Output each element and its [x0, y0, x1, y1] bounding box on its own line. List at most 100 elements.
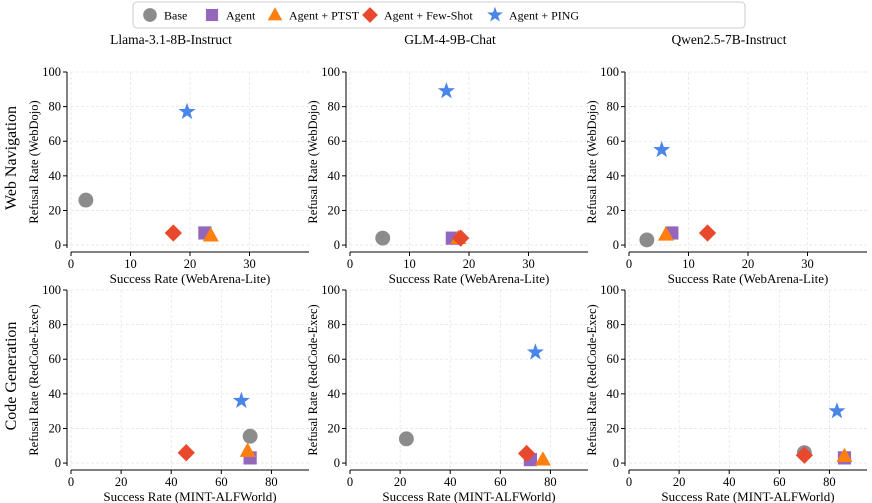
legend-entry-agent-ptst: Agent + PTST [267, 7, 360, 23]
row-title-web-navigation: Web Navigation [3, 106, 20, 210]
y-tick-label: 0 [613, 238, 619, 252]
legend-marker-circle [143, 8, 157, 22]
x-tick-label: 10 [403, 257, 416, 271]
gridlines [349, 71, 588, 252]
point-base [398, 431, 414, 447]
x-tick-label: 20 [394, 475, 407, 489]
gridlines [70, 71, 309, 252]
x-tick-label: 40 [444, 475, 457, 489]
point-agent-ping [178, 102, 196, 120]
y-tick-label: 40 [49, 169, 62, 183]
y-tick-label: 60 [607, 134, 620, 148]
gridlines [628, 71, 867, 252]
point-agent-few-shot [517, 444, 536, 463]
legend-label-agent-ptst: Agent + PTST [289, 9, 360, 23]
gridlines [628, 289, 867, 470]
y-tick-label: 60 [49, 134, 62, 148]
point-agent-few-shot [452, 229, 470, 247]
point-agent-ptst [836, 447, 853, 463]
y-tick-label: 80 [328, 100, 341, 114]
y-tick-label: 100 [321, 65, 340, 79]
legend-label-agent-ping: Agent + PING [509, 9, 579, 23]
row-title-code-generation: Code Generation [3, 322, 20, 431]
legend-label-base: Base [164, 9, 187, 23]
y-tick-label: 0 [55, 456, 61, 470]
y-axis-label: Refusal Rate (WebDojo) [27, 100, 41, 223]
y-tick-label: 20 [328, 421, 341, 435]
legend-entry-agent-ping: Agent + PING [487, 6, 579, 23]
y-tick-label: 40 [607, 387, 620, 401]
point-base [242, 428, 258, 444]
x-tick-label: 0 [347, 257, 353, 271]
x-tick-label: 10 [124, 257, 137, 271]
point-base [639, 232, 655, 248]
x-tick-label: 0 [626, 475, 632, 489]
point-agent-few-shot [164, 224, 182, 242]
x-tick-label: 80 [544, 475, 557, 489]
y-axis-label: Refusal Rate (WebDojo) [306, 100, 320, 223]
y-tick-label: 40 [49, 387, 62, 401]
legend-marker-star [487, 6, 503, 22]
legend-label-agent: Agent [226, 9, 256, 23]
y-axis-label: Refusal Rate (RedCode-Exec) [27, 304, 41, 455]
panel-r1-c0: 0 20 40 60 80 0 20 40 60 80 100 Success Rate (MINT-… [27, 283, 309, 503]
legend-frame [132, 1, 746, 29]
x-tick-label: 10 [682, 257, 695, 271]
y-tick-label: 80 [328, 318, 341, 332]
y-tick-label: 0 [334, 238, 340, 252]
legend-entry-base: Base [143, 8, 187, 23]
y-tick-label: 80 [49, 100, 62, 114]
y-tick-label: 20 [49, 421, 62, 435]
y-tick-label: 40 [607, 169, 620, 183]
legend-marker-triangle [267, 7, 283, 21]
point-agent-few-shot [795, 446, 814, 464]
x-tick-label: 20 [184, 257, 197, 271]
panel-r1-c2: 0 20 40 60 80 0 20 40 60 80 100 Success Rate (MINT-… [585, 283, 867, 503]
point-agent-few-shot [698, 224, 717, 242]
x-tick-label: 0 [68, 475, 74, 489]
x-tick-label: 0 [626, 257, 632, 271]
y-tick-label: 100 [600, 283, 619, 297]
x-axis-label: Success Rate (MINT-ALFWorld) [661, 489, 834, 503]
y-tick-label: 40 [328, 169, 341, 183]
y-tick-label: 60 [49, 352, 62, 366]
point-base [375, 230, 391, 246]
y-tick-label: 0 [334, 456, 340, 470]
x-tick-label: 30 [243, 257, 256, 271]
x-tick-label: 0 [347, 475, 353, 489]
x-axis-label: Success Rate (WebArena-Lite) [668, 271, 829, 286]
y-tick-label: 20 [607, 203, 620, 217]
point-agent-few-shot [177, 444, 195, 462]
point-agent-ping [828, 402, 846, 419]
x-tick-label: 80 [265, 475, 278, 489]
y-tick-label: 60 [328, 134, 341, 148]
x-tick-label: 40 [165, 475, 178, 489]
point-agent-ptst [657, 226, 674, 241]
y-tick-label: 40 [328, 387, 341, 401]
point-agent-ping [437, 82, 455, 99]
x-axis-label: Success Rate (MINT-ALFWorld) [103, 489, 276, 503]
x-tick-label: 20 [742, 257, 755, 271]
column-title-glm: GLM-4-9B-Chat [404, 32, 496, 47]
x-axis-label: Success Rate (WebArena-Lite) [389, 271, 550, 286]
panel-r0-c0: 0 10 20 30 0 20 40 60 80 100 Success Rate (WebAren… [27, 65, 309, 286]
y-tick-label: 0 [613, 456, 619, 470]
legend-entry-agent-few-shot: Agent + Few-Shot [362, 7, 473, 23]
x-axis-label: Success Rate (WebArena-Lite) [110, 271, 271, 286]
y-tick-label: 60 [328, 352, 341, 366]
x-tick-label: 30 [522, 257, 535, 271]
x-axis-label: Success Rate (MINT-ALFWorld) [382, 489, 555, 503]
y-tick-label: 60 [607, 352, 620, 366]
y-tick-label: 100 [42, 283, 61, 297]
y-tick-label: 20 [607, 421, 620, 435]
point-base [78, 192, 94, 208]
y-tick-label: 100 [600, 65, 619, 79]
x-tick-label: 60 [773, 475, 786, 489]
y-tick-label: 100 [42, 65, 61, 79]
x-tick-label: 0 [68, 257, 74, 271]
y-tick-label: 80 [607, 318, 620, 332]
row-headers: Web Navigation Code Generation [3, 106, 20, 430]
legend: Base Agent Agent + PTST Agent + Few-Shot Age… [132, 1, 746, 29]
